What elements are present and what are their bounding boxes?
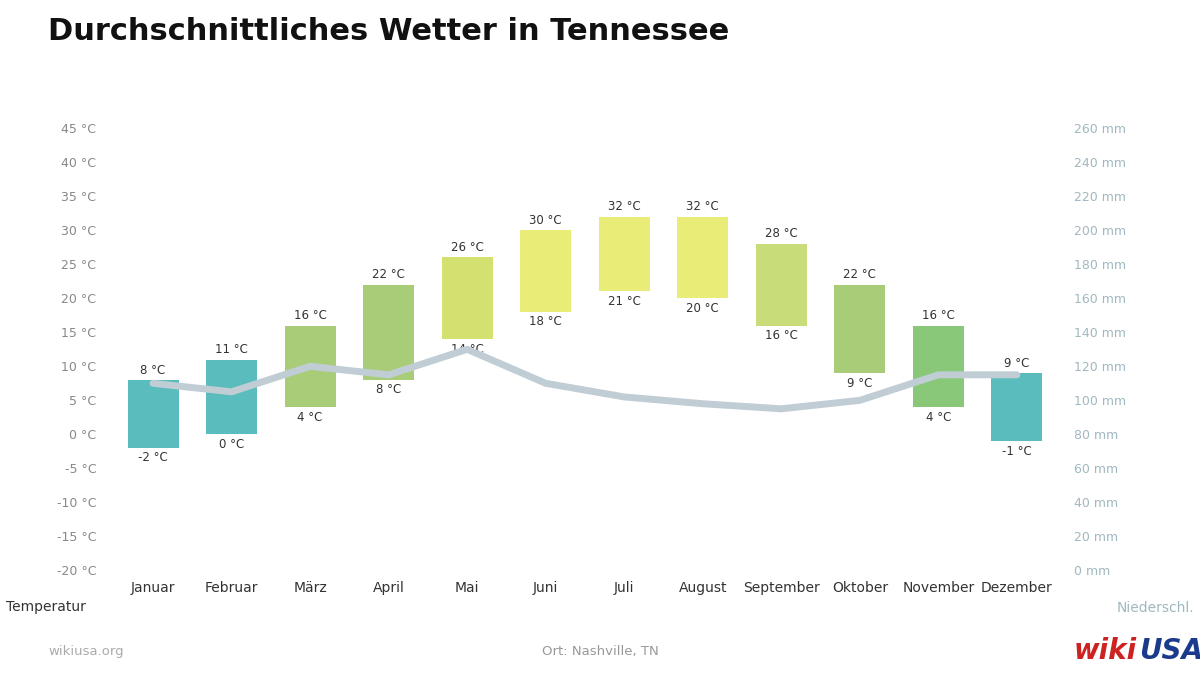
Text: 32 °C: 32 °C bbox=[608, 200, 641, 213]
Text: 8 °C: 8 °C bbox=[140, 364, 166, 377]
Bar bbox=[442, 257, 493, 339]
Text: 16 °C: 16 °C bbox=[294, 309, 326, 322]
Text: 30 °C: 30 °C bbox=[529, 214, 562, 227]
Bar bbox=[913, 325, 964, 407]
Text: Niederschl.: Niederschl. bbox=[1116, 601, 1194, 614]
Bar bbox=[284, 325, 336, 407]
Text: 14 °C: 14 °C bbox=[451, 342, 484, 356]
Bar bbox=[206, 360, 257, 434]
Text: USA: USA bbox=[1139, 637, 1200, 666]
Bar bbox=[756, 244, 806, 325]
Text: 28 °C: 28 °C bbox=[764, 227, 798, 240]
Text: Durchschnittliches Wetter in Tennessee: Durchschnittliches Wetter in Tennessee bbox=[48, 17, 730, 46]
Text: -1 °C: -1 °C bbox=[1002, 445, 1032, 458]
Text: 4 °C: 4 °C bbox=[298, 410, 323, 423]
Text: 16 °C: 16 °C bbox=[922, 309, 955, 322]
Text: 8 °C: 8 °C bbox=[376, 383, 401, 396]
Bar bbox=[834, 285, 886, 373]
Text: -2 °C: -2 °C bbox=[138, 452, 168, 464]
Text: Ort: Nashville, TN: Ort: Nashville, TN bbox=[541, 645, 659, 658]
Bar bbox=[127, 380, 179, 448]
Text: Temperatur: Temperatur bbox=[6, 601, 86, 614]
Text: 26 °C: 26 °C bbox=[451, 241, 484, 254]
Text: wiki: wiki bbox=[1074, 637, 1138, 666]
Text: 16 °C: 16 °C bbox=[764, 329, 798, 342]
Bar bbox=[991, 373, 1043, 441]
Text: 20 °C: 20 °C bbox=[686, 302, 719, 315]
Text: 4 °C: 4 °C bbox=[925, 410, 952, 423]
Text: 32 °C: 32 °C bbox=[686, 200, 719, 213]
Text: 22 °C: 22 °C bbox=[844, 268, 876, 281]
Text: 18 °C: 18 °C bbox=[529, 315, 562, 328]
Text: 21 °C: 21 °C bbox=[608, 295, 641, 308]
Bar bbox=[521, 230, 571, 312]
Text: 22 °C: 22 °C bbox=[372, 268, 406, 281]
Bar bbox=[677, 217, 728, 298]
Text: 9 °C: 9 °C bbox=[847, 377, 872, 389]
Text: 0 °C: 0 °C bbox=[218, 437, 245, 451]
Text: wikiusa.org: wikiusa.org bbox=[48, 645, 124, 658]
Text: 11 °C: 11 °C bbox=[215, 343, 248, 356]
Bar bbox=[364, 285, 414, 380]
Text: 9 °C: 9 °C bbox=[1004, 356, 1030, 370]
Bar bbox=[599, 217, 649, 292]
